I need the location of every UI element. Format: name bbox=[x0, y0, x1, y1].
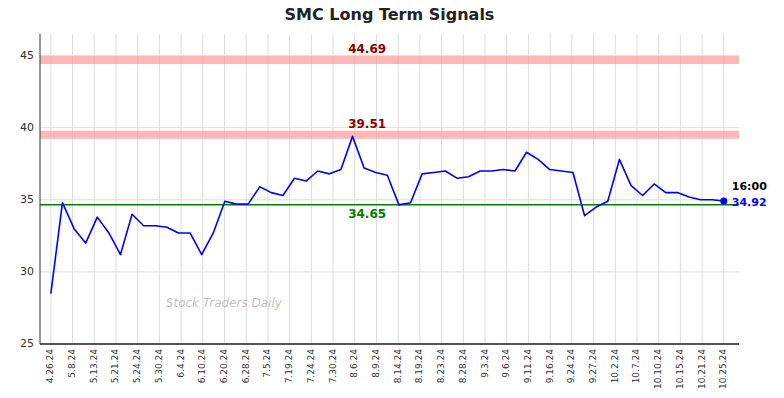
reference-label: 34.65 bbox=[348, 207, 386, 221]
x-tick-label: 9.6.24 bbox=[501, 349, 511, 378]
y-tick-label: 30 bbox=[20, 265, 34, 278]
reference-line bbox=[40, 204, 739, 206]
x-grid-line bbox=[723, 34, 724, 344]
x-tick-label: 10.2.24 bbox=[610, 349, 620, 384]
x-grid-line bbox=[311, 34, 312, 344]
x-tick-label: 8.28.24 bbox=[458, 349, 468, 384]
x-grid-line bbox=[485, 34, 486, 344]
y-grid-line bbox=[40, 344, 739, 345]
x-grid-line bbox=[333, 34, 334, 344]
y-grid-line bbox=[40, 271, 739, 272]
x-tick-label: 5.21.24 bbox=[110, 349, 120, 384]
last-point bbox=[720, 197, 727, 204]
last-value-label: 34.92 bbox=[732, 196, 767, 209]
x-grid-line bbox=[115, 34, 116, 344]
x-tick-label: 7.24.24 bbox=[306, 349, 316, 384]
x-grid-line bbox=[658, 34, 659, 344]
x-grid-line bbox=[615, 34, 616, 344]
x-tick-label: 9.16.24 bbox=[545, 349, 555, 384]
x-tick-label: 5.24.24 bbox=[132, 349, 142, 384]
x-tick-label: 7.19.24 bbox=[284, 349, 294, 384]
reference-label: 39.51 bbox=[348, 117, 386, 131]
annotations: 34.65 39.51 44.69 16:00 34.92 Stock Traders D… bbox=[166, 42, 767, 310]
x-tick-label: 10.15.24 bbox=[675, 349, 685, 389]
x-tick-label: 6.10.24 bbox=[197, 349, 207, 384]
x-tick-label: 5.13.24 bbox=[89, 349, 99, 384]
y-grid-line bbox=[40, 199, 739, 200]
x-tick-label: 9.3.24 bbox=[480, 349, 490, 378]
x-tick-label: 8.23.24 bbox=[436, 349, 446, 384]
x-tick-label: 6.4.24 bbox=[176, 349, 186, 378]
x-tick-label: 4.26.24 bbox=[45, 349, 55, 384]
x-tick-label: 9.24.24 bbox=[566, 349, 576, 384]
price-line bbox=[51, 136, 724, 293]
x-grid-line bbox=[419, 34, 420, 344]
x-grid-line bbox=[289, 34, 290, 344]
reference-line bbox=[40, 131, 739, 139]
x-grid-line bbox=[593, 34, 594, 344]
y-tick-label: 35 bbox=[20, 193, 34, 206]
x-grid-line bbox=[398, 34, 399, 344]
x-grid-line bbox=[72, 34, 73, 344]
x-grid-line bbox=[636, 34, 637, 344]
x-grid-line bbox=[506, 34, 507, 344]
x-tick-label: 8.6.24 bbox=[349, 349, 359, 378]
x-grid-line bbox=[528, 34, 529, 344]
x-grid-line bbox=[463, 34, 464, 344]
x-grid-line bbox=[441, 34, 442, 344]
x-grid-line bbox=[376, 34, 377, 344]
x-tick-label: 8.9.24 bbox=[371, 349, 381, 378]
chart-container: 25 30 35 40 45 4.26.24 5.8.24 5.13.24 5.21.24 5.2… bbox=[0, 0, 784, 398]
grid bbox=[40, 34, 739, 344]
x-grid-line bbox=[702, 34, 703, 344]
x-tick-label: 10.25.24 bbox=[718, 349, 728, 389]
x-axis-line bbox=[40, 343, 739, 345]
x-tick-label: 9.27.24 bbox=[588, 349, 598, 384]
x-grid-line bbox=[137, 34, 138, 344]
reference-label: 44.69 bbox=[348, 42, 386, 56]
plot-area bbox=[40, 60, 739, 293]
x-grid-line bbox=[550, 34, 551, 344]
x-tick-label: 7.30.24 bbox=[328, 349, 338, 384]
watermark: Stock Traders Daily bbox=[166, 296, 283, 310]
x-tick-label: 10.21.24 bbox=[697, 349, 707, 389]
x-tick-label: 8.14.24 bbox=[393, 349, 403, 384]
x-tick-label: 10.10.24 bbox=[653, 349, 663, 389]
x-tick-label: 6.20.24 bbox=[219, 349, 229, 384]
chart-title: SMC Long Term Signals bbox=[285, 5, 495, 24]
y-grid-line bbox=[40, 127, 739, 128]
last-time-label: 16:00 bbox=[732, 180, 767, 193]
x-grid-line bbox=[50, 34, 51, 344]
x-tick-label: 5.30.24 bbox=[154, 349, 164, 384]
x-grid-line bbox=[354, 34, 355, 344]
x-tick-label: 10.7.24 bbox=[631, 349, 641, 384]
chart-svg: 25 30 35 40 45 4.26.24 5.8.24 5.13.24 5.21.24 5.2… bbox=[0, 0, 784, 398]
x-grid-line bbox=[571, 34, 572, 344]
reference-line bbox=[40, 56, 739, 64]
y-tick-label: 45 bbox=[20, 49, 34, 62]
x-tick-label: 8.19.24 bbox=[414, 349, 424, 384]
x-tick-label: 9.11.24 bbox=[523, 349, 533, 384]
x-grid-line bbox=[680, 34, 681, 344]
x-grid-line bbox=[159, 34, 160, 344]
y-tick-label: 40 bbox=[20, 121, 34, 134]
x-grid-line bbox=[94, 34, 95, 344]
y-axis-line bbox=[40, 34, 41, 344]
x-tick-label: 5.8.24 bbox=[67, 349, 77, 378]
y-tick-label: 25 bbox=[20, 337, 34, 350]
axes: 25 30 35 40 45 4.26.24 5.8.24 5.13.24 5.21.24 5.2… bbox=[20, 34, 739, 389]
x-tick-label: 7.5.24 bbox=[262, 349, 272, 378]
x-tick-label: 6.28.24 bbox=[241, 349, 251, 384]
y-grid-line bbox=[40, 55, 739, 56]
